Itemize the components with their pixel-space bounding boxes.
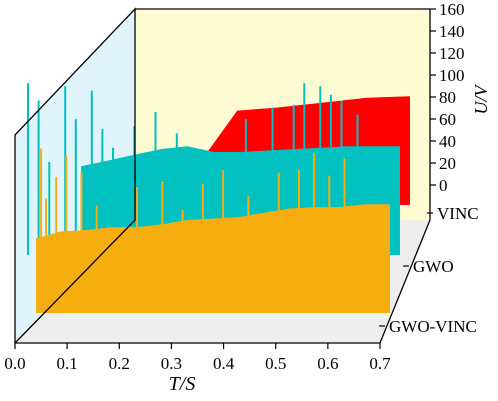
z-tick-label: 140 bbox=[439, 22, 465, 41]
z-tick-label: 120 bbox=[439, 44, 465, 63]
z-tick-label: 60 bbox=[439, 110, 456, 129]
x-tick-label: 0.4 bbox=[213, 354, 235, 373]
x-tick-label: 0.3 bbox=[161, 354, 182, 373]
z-axis-ticks: 0 20 40 60 80 100 120 140 160 bbox=[430, 0, 465, 195]
z-tick-label: 40 bbox=[439, 132, 456, 151]
z-tick-label: 0 bbox=[439, 176, 448, 195]
series-label: VINC bbox=[437, 204, 479, 223]
series-labels: VINC GWO GWO-VINC bbox=[379, 204, 479, 336]
series-label: GWO bbox=[413, 257, 454, 276]
z-axis-label: U/V bbox=[471, 84, 491, 115]
x-tick-label: 0.5 bbox=[265, 354, 286, 373]
z-tick-label: 100 bbox=[439, 66, 465, 85]
z-tick-label: 80 bbox=[439, 88, 456, 107]
x-tick-label: 0.2 bbox=[109, 354, 130, 373]
series-label: GWO-VINC bbox=[389, 317, 477, 336]
z-tick-label: 160 bbox=[439, 0, 465, 19]
z-tick-label: 20 bbox=[439, 154, 456, 173]
series-layers bbox=[27, 83, 410, 313]
x-axis-label: T/S bbox=[169, 373, 196, 395]
axis-frame bbox=[14, 7, 431, 344]
x-tick-label: 0.7 bbox=[369, 354, 391, 373]
x-tick-label: 0.0 bbox=[4, 354, 25, 373]
x-axis-ticks: 0.0 0.1 0.2 0.3 0.4 0.5 0.6 0.7 bbox=[4, 343, 391, 373]
x-tick-label: 0.6 bbox=[317, 354, 338, 373]
x-tick-label: 0.1 bbox=[57, 354, 78, 373]
